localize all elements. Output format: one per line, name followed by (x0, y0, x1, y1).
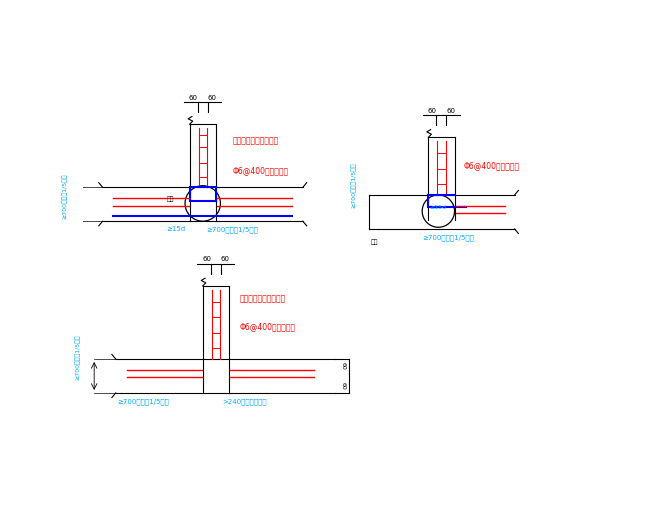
Text: ≥15d: ≥15d (166, 226, 185, 232)
Text: Φ6@400沿墙高设置: Φ6@400沿墙高设置 (233, 166, 289, 175)
Text: 注脚: 注脚 (167, 196, 174, 202)
Text: ≥700且大于1/5墙长: ≥700且大于1/5墙长 (117, 399, 169, 406)
Text: 60: 60 (202, 256, 211, 262)
Text: 注脚: 注脚 (371, 240, 378, 246)
Text: Φ6@400沿墙高设置: Φ6@400沿墙高设置 (240, 322, 296, 331)
Text: >240墙设此拉结筋: >240墙设此拉结筋 (222, 399, 267, 406)
Text: 60: 60 (220, 256, 230, 262)
Text: 内柱内墙参考此图设置: 内柱内墙参考此图设置 (233, 137, 279, 146)
Text: ≥700且大于1/5墙长: ≥700且大于1/5墙长 (61, 174, 67, 219)
Text: ≥700且大于1/5墙长: ≥700且大于1/5墙长 (75, 334, 80, 380)
Text: ≥700且大于1/5墙长: ≥700且大于1/5墙长 (207, 226, 258, 233)
Text: 60: 60 (189, 95, 198, 100)
Text: 60: 60 (340, 382, 345, 390)
Text: ≥700且大于1/5墙长: ≥700且大于1/5墙长 (351, 162, 356, 208)
Text: ≥15d: ≥15d (429, 205, 446, 210)
Text: 60: 60 (446, 108, 455, 114)
Text: 60: 60 (428, 108, 437, 114)
Text: 60: 60 (340, 362, 345, 370)
Text: Φ6@400沿墙高设置: Φ6@400沿墙高设置 (464, 161, 520, 170)
Text: 60: 60 (207, 95, 216, 100)
Text: 内柱内墙参考此图设置: 内柱内墙参考此图设置 (240, 295, 286, 304)
Text: ≥700且大于1/5墙长: ≥700且大于1/5墙长 (422, 234, 474, 241)
